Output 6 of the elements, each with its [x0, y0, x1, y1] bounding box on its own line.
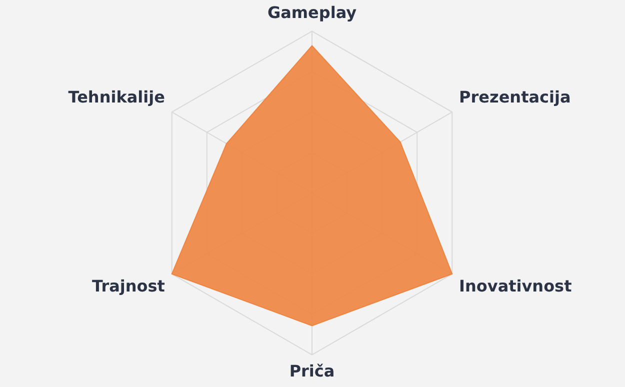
spoke-label: Priča [289, 362, 335, 381]
spoke-label: Prezentacija [459, 88, 571, 107]
spoke-label: Gameplay [267, 2, 358, 22]
spoke-label: Tehnikalije [68, 88, 166, 107]
spoke-label: Inovativnost [459, 276, 572, 296]
spoke-label: Trajnost [92, 276, 166, 296]
